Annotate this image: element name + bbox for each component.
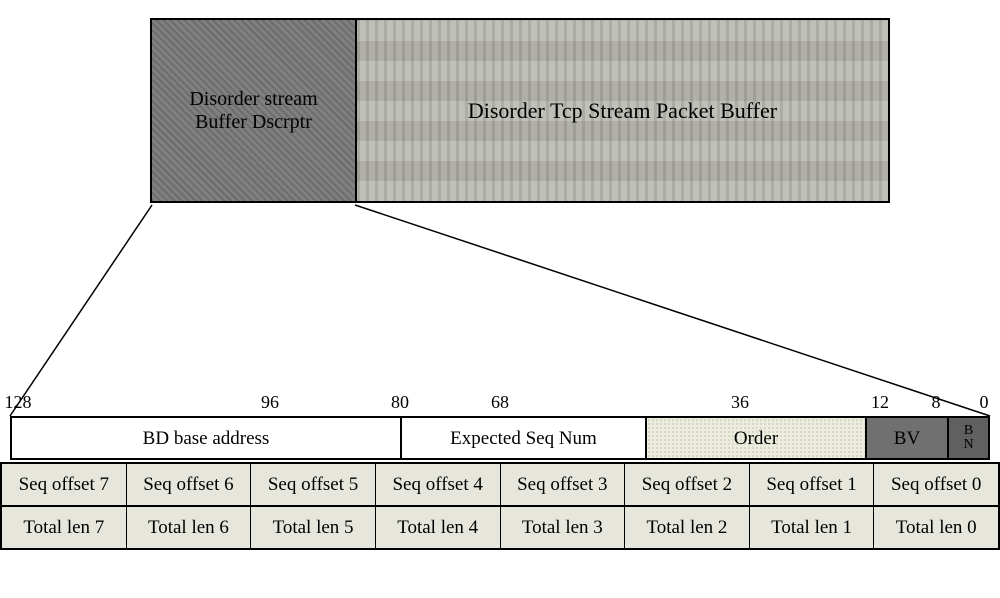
field-bv: BV	[867, 418, 949, 458]
seq-offset-3: Seq offset 3	[500, 462, 625, 506]
bit-12: 12	[871, 392, 889, 413]
bit-36: 36	[731, 392, 749, 413]
buffer-descriptor-block: Disorder stream Buffer Dscrptr	[152, 20, 357, 201]
seq-offset-4: Seq offset 4	[375, 462, 500, 506]
field-expected-seq-num: Expected Seq Num	[402, 418, 647, 458]
seq-offset-2: Seq offset 2	[624, 462, 749, 506]
buffer-descriptor-label: Disorder stream Buffer Dscrptr	[189, 88, 317, 134]
field-bn: B N	[949, 418, 988, 458]
field-order: Order	[647, 418, 867, 458]
seq-offset-1: Seq offset 1	[749, 462, 874, 506]
packet-buffer-label: Disorder Tcp Stream Packet Buffer	[468, 98, 777, 124]
total-len-row: Total len 7 Total len 6 Total len 5 Tota…	[0, 506, 1000, 550]
total-len-5: Total len 5	[250, 506, 375, 550]
total-len-3: Total len 3	[500, 506, 625, 550]
bit-80: 80	[391, 392, 409, 413]
seq-offset-0: Seq offset 0	[873, 462, 1000, 506]
total-len-4: Total len 4	[375, 506, 500, 550]
bit-128: 128	[5, 392, 32, 413]
field-bd-base-address: BD base address	[12, 418, 402, 458]
bit-position-labels: 128 96 80 68 36 12 8 0	[0, 392, 1000, 414]
bit-8: 8	[932, 392, 941, 413]
total-len-7: Total len 7	[0, 506, 126, 550]
top-buffer: Disorder stream Buffer Dscrptr Disorder …	[150, 18, 890, 203]
seq-offset-7: Seq offset 7	[0, 462, 126, 506]
bit-68: 68	[491, 392, 509, 413]
seq-offset-5: Seq offset 5	[250, 462, 375, 506]
packet-buffer-block: Disorder Tcp Stream Packet Buffer	[357, 20, 888, 201]
seq-offset-6: Seq offset 6	[126, 462, 251, 506]
total-len-1: Total len 1	[749, 506, 874, 550]
seq-offset-row: Seq offset 7 Seq offset 6 Seq offset 5 S…	[0, 462, 1000, 506]
bit-96: 96	[261, 392, 279, 413]
bit-0: 0	[980, 392, 989, 413]
total-len-2: Total len 2	[624, 506, 749, 550]
total-len-6: Total len 6	[126, 506, 251, 550]
descriptor-fields-row: BD base address Expected Seq Num Order B…	[10, 416, 990, 460]
total-len-0: Total len 0	[873, 506, 1000, 550]
